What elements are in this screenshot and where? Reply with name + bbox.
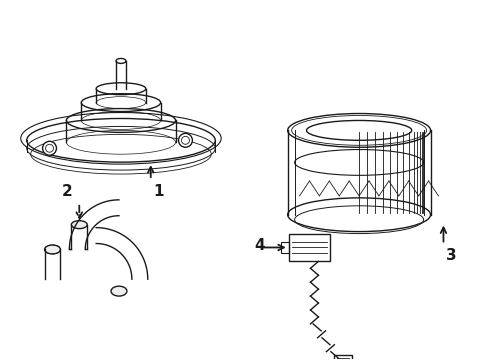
Circle shape: [43, 141, 56, 155]
Bar: [334, 355, 352, 360]
Ellipse shape: [111, 286, 127, 296]
Ellipse shape: [116, 58, 126, 63]
Text: 2: 2: [61, 184, 72, 199]
Ellipse shape: [72, 221, 87, 229]
Text: 3: 3: [446, 248, 457, 264]
Bar: [281, 242, 289, 253]
Circle shape: [178, 133, 193, 147]
Bar: [337, 357, 349, 360]
Text: 4: 4: [254, 238, 265, 253]
Ellipse shape: [45, 245, 60, 254]
Text: 1: 1: [154, 184, 164, 199]
